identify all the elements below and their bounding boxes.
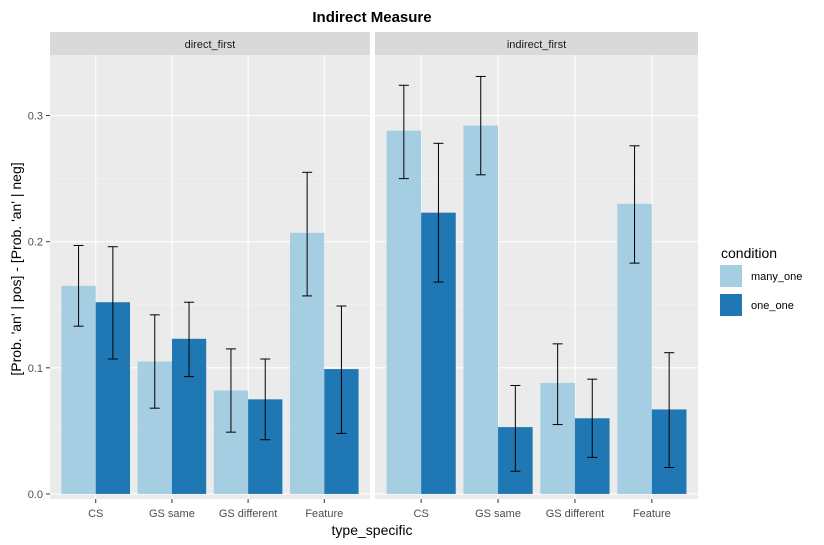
x-tick-label: CS: [88, 508, 103, 520]
y-axis-title: [Prob. 'an' | pos] - [Prob. 'an' | neg]: [8, 162, 24, 375]
bar-many_one-gs-same: [463, 125, 499, 494]
x-tick-label: GS different: [219, 508, 278, 520]
legend-key-many_one: [720, 265, 742, 287]
error-bar-many_one: [225, 348, 236, 433]
x-tick-label: GS same: [149, 508, 195, 520]
error-bar-many_one: [398, 84, 409, 180]
error-bar-many_one: [149, 314, 160, 409]
error-bar-one_one: [107, 246, 118, 360]
error-bar-one_one: [336, 305, 347, 434]
error-bar-one_one: [184, 301, 195, 378]
error-bar-many_one: [73, 244, 84, 327]
facet-panel-direct_first: direct_first CS GS same GS different Feature…: [28, 32, 370, 520]
x-tick-label: CS: [414, 508, 429, 520]
x-tick-label: Feature: [633, 508, 671, 520]
legend: condition many_one one_one: [720, 245, 802, 316]
chart-title: Indirect Measure: [312, 9, 431, 26]
bar-many_one-cs: [386, 130, 422, 494]
legend-key-one_one: [720, 294, 742, 316]
facet-panel-indirect_first: indirect_first CS GS same GS different Featu…: [375, 32, 698, 520]
y-tick-label: 0.2: [28, 237, 43, 249]
error-bar-one_one: [587, 378, 598, 458]
error-bar-many_one: [629, 145, 640, 264]
facet-strip-label: indirect_first: [507, 39, 566, 51]
error-bar-many_one: [475, 75, 486, 176]
x-tick-label: Feature: [305, 508, 343, 520]
error-bar-many_one: [302, 171, 313, 297]
error-bar-one_one: [510, 384, 521, 472]
x-axis-title: type_specific: [332, 522, 413, 538]
y-tick-label: 0.3: [28, 111, 43, 123]
facet-strip-label: direct_first: [185, 39, 236, 51]
y-tick-label: 0.0: [28, 489, 43, 501]
legend-title: condition: [721, 245, 777, 261]
x-tick-label: GS same: [475, 508, 521, 520]
y-tick-label: 0.1: [28, 363, 43, 375]
facet-strip: [50, 32, 370, 55]
error-bar-one_one: [433, 142, 444, 283]
facet-strip: [375, 32, 698, 55]
legend-label-many_one: many_one: [751, 271, 802, 283]
legend-label-one_one: one_one: [751, 300, 794, 312]
x-tick-label: GS different: [546, 508, 605, 520]
error-bar-one_one: [664, 352, 675, 468]
error-bar-one_one: [260, 358, 271, 441]
facet-panels: direct_first CS GS same GS different Feature…: [28, 32, 698, 520]
error-bar-many_one: [552, 343, 563, 426]
